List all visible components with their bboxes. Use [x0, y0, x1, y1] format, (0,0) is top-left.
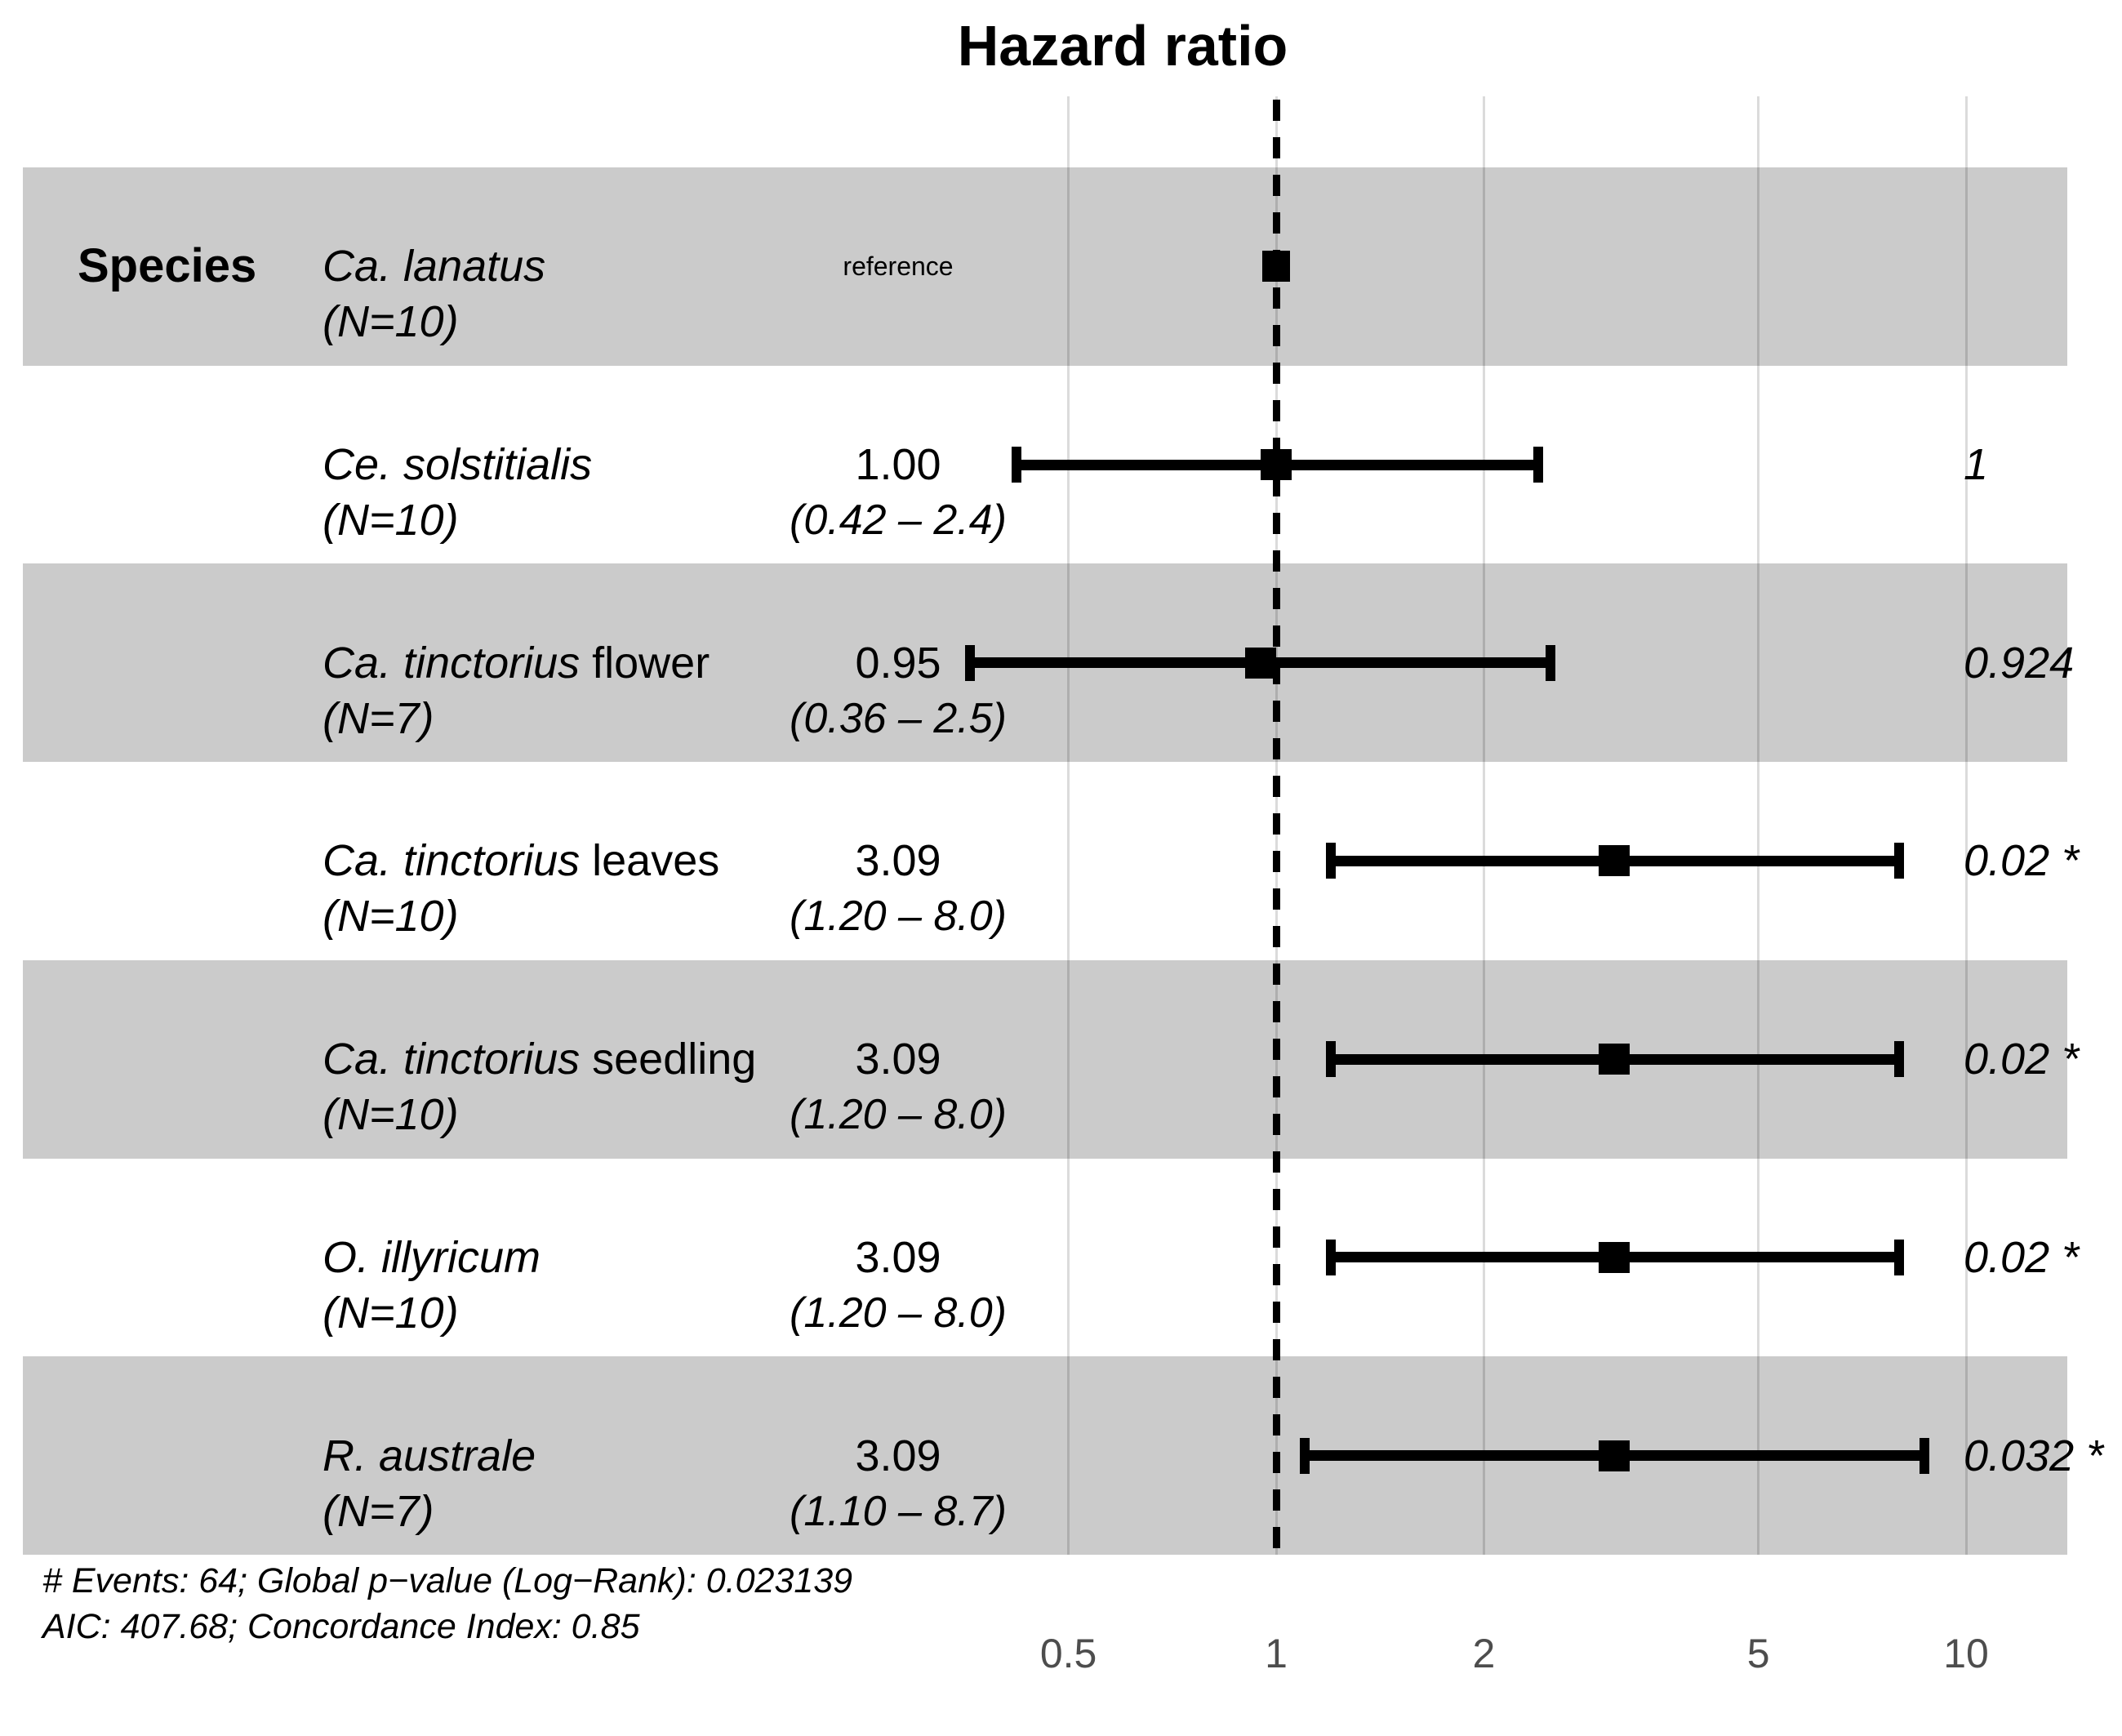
species-name-suffix: seedling: [580, 1035, 757, 1084]
species-name: R. australe: [323, 1428, 536, 1484]
estimate-value: 3.09: [855, 836, 941, 886]
estimate-value: 3.09: [855, 1035, 941, 1084]
chart-title: Hazard ratio: [957, 14, 1288, 78]
row-band: [23, 167, 2067, 366]
estimate-block: 3.09 (1.20 – 8.0): [727, 833, 1070, 944]
ci-cap-left: [1299, 1437, 1310, 1474]
x-gridline: [1067, 96, 1070, 1555]
p-value: 0.032 *: [1964, 1431, 2104, 1480]
ci-range: (0.42 – 2.4): [790, 496, 1007, 545]
species-name-block: Ca. tinctorius seedling (N=10): [323, 1031, 756, 1142]
species-name-suffix: leaves: [580, 836, 720, 886]
estimate-value: 0.95: [855, 638, 941, 688]
species-name-latin: Ca. tinctorius: [323, 1035, 581, 1084]
sample-size: (N=10): [323, 496, 459, 545]
reference-marker: [1262, 251, 1290, 283]
species-name: Ca. tinctorius leaves: [323, 833, 719, 888]
ci-range: (1.20 – 8.0): [790, 1091, 1007, 1139]
species-name-block: O. illyricum (N=10): [323, 1230, 541, 1341]
sample-size: (N=7): [323, 693, 434, 743]
ci-cap-right: [1919, 1437, 1929, 1474]
species-name: Ca. tinctorius seedling: [323, 1031, 756, 1087]
hr-marker: [1245, 647, 1277, 679]
p-value: 0.924: [1964, 638, 2075, 688]
species-name-latin: O. illyricum: [323, 1232, 541, 1282]
ci-cap-right: [1546, 644, 1556, 681]
ci-range: (0.36 – 2.5): [790, 694, 1007, 742]
reference-label: reference: [843, 251, 954, 282]
ci-cap-left: [1325, 1041, 1336, 1078]
ci-cap-right: [1894, 843, 1905, 879]
ci-cap-left: [1011, 447, 1021, 483]
sample-size: (N=7): [323, 1486, 434, 1536]
ci-range: (1.10 – 8.7): [790, 1487, 1007, 1535]
footer-line-1: # Events: 64; Global p−value (Log−Rank):…: [42, 1561, 853, 1600]
species-name-block: Ca. lanatus (N=10): [323, 238, 545, 349]
x-gridline: [1757, 96, 1760, 1555]
hr-marker: [1261, 449, 1292, 481]
species-name-block: Ca. tinctorius flower (N=7): [323, 635, 710, 746]
species-name-latin: R. australe: [323, 1431, 536, 1480]
species-name: Ca. lanatus: [323, 238, 545, 294]
ci-cap-right: [1533, 447, 1544, 483]
species-name-block: Ce. solstitialis (N=10): [323, 437, 592, 548]
estimate-block: 1.00 (0.42 – 2.4): [727, 437, 1070, 548]
x-tick-label: 1: [1265, 1631, 1288, 1676]
x-tick-label: 2: [1472, 1631, 1496, 1676]
estimate-block: 0.95 (0.36 – 2.5): [727, 635, 1070, 746]
hr-marker: [1599, 1241, 1630, 1273]
sample-size: (N=10): [323, 297, 459, 347]
ci-range: (1.20 – 8.0): [790, 892, 1007, 941]
species-name-latin: Ca. tinctorius: [323, 836, 581, 886]
estimate-block: 3.09 (1.10 – 8.7): [727, 1428, 1070, 1539]
p-value: 0.02 *: [1964, 836, 2080, 886]
sample-size: (N=10): [323, 1288, 459, 1338]
species-name-block: R. australe (N=7): [323, 1428, 536, 1539]
hr-marker: [1599, 1440, 1630, 1471]
ci-cap-left: [965, 644, 976, 681]
hr-marker: [1599, 1044, 1630, 1075]
p-value: 1: [1964, 440, 1989, 490]
ci-cap-right: [1894, 1239, 1905, 1275]
species-name-latin: Ca. tinctorius: [323, 638, 581, 688]
estimate-value: 3.09: [855, 1232, 941, 1282]
ci-cap-right: [1894, 1041, 1905, 1078]
species-name-block: Ca. tinctorius leaves (N=10): [323, 833, 719, 944]
x-tick-label: 5: [1746, 1631, 1770, 1676]
species-name-latin: Ca. lanatus: [323, 242, 546, 292]
column-header-species: Species: [78, 239, 257, 293]
species-name-latin: Ce. solstitialis: [323, 440, 593, 490]
estimate-block: 3.09 (1.20 – 8.0): [727, 1230, 1070, 1341]
estimate-value: 3.09: [855, 1431, 941, 1480]
p-value: 0.02 *: [1964, 1232, 2080, 1282]
sample-size: (N=10): [323, 892, 459, 941]
model-stats-footer: # Events: 64; Global p−value (Log−Rank):…: [42, 1558, 852, 1649]
hr-marker: [1599, 845, 1630, 877]
ci-cap-left: [1325, 1239, 1336, 1275]
estimate-block: 3.09 (1.20 – 8.0): [727, 1031, 1070, 1142]
x-tick-label: 10: [1943, 1631, 1989, 1676]
x-gridline: [1964, 96, 1968, 1555]
x-gridline: [1482, 96, 1485, 1555]
p-value: 0.02 *: [1964, 1035, 2080, 1084]
reference-dashed-line: [1272, 100, 1280, 1555]
sample-size: (N=10): [323, 1090, 459, 1140]
footer-line-2: AIC: 407.68; Concordance Index: 0.85: [42, 1607, 640, 1646]
species-name: Ca. tinctorius flower: [323, 635, 710, 691]
ci-cap-left: [1325, 843, 1336, 879]
estimate-value: 1.00: [855, 440, 941, 490]
species-name: O. illyricum: [323, 1230, 541, 1285]
ci-range: (1.20 – 8.0): [790, 1289, 1007, 1337]
species-name-suffix: flower: [580, 638, 710, 688]
x-tick-label: 0.5: [1039, 1631, 1097, 1676]
species-name: Ce. solstitialis: [323, 437, 592, 492]
